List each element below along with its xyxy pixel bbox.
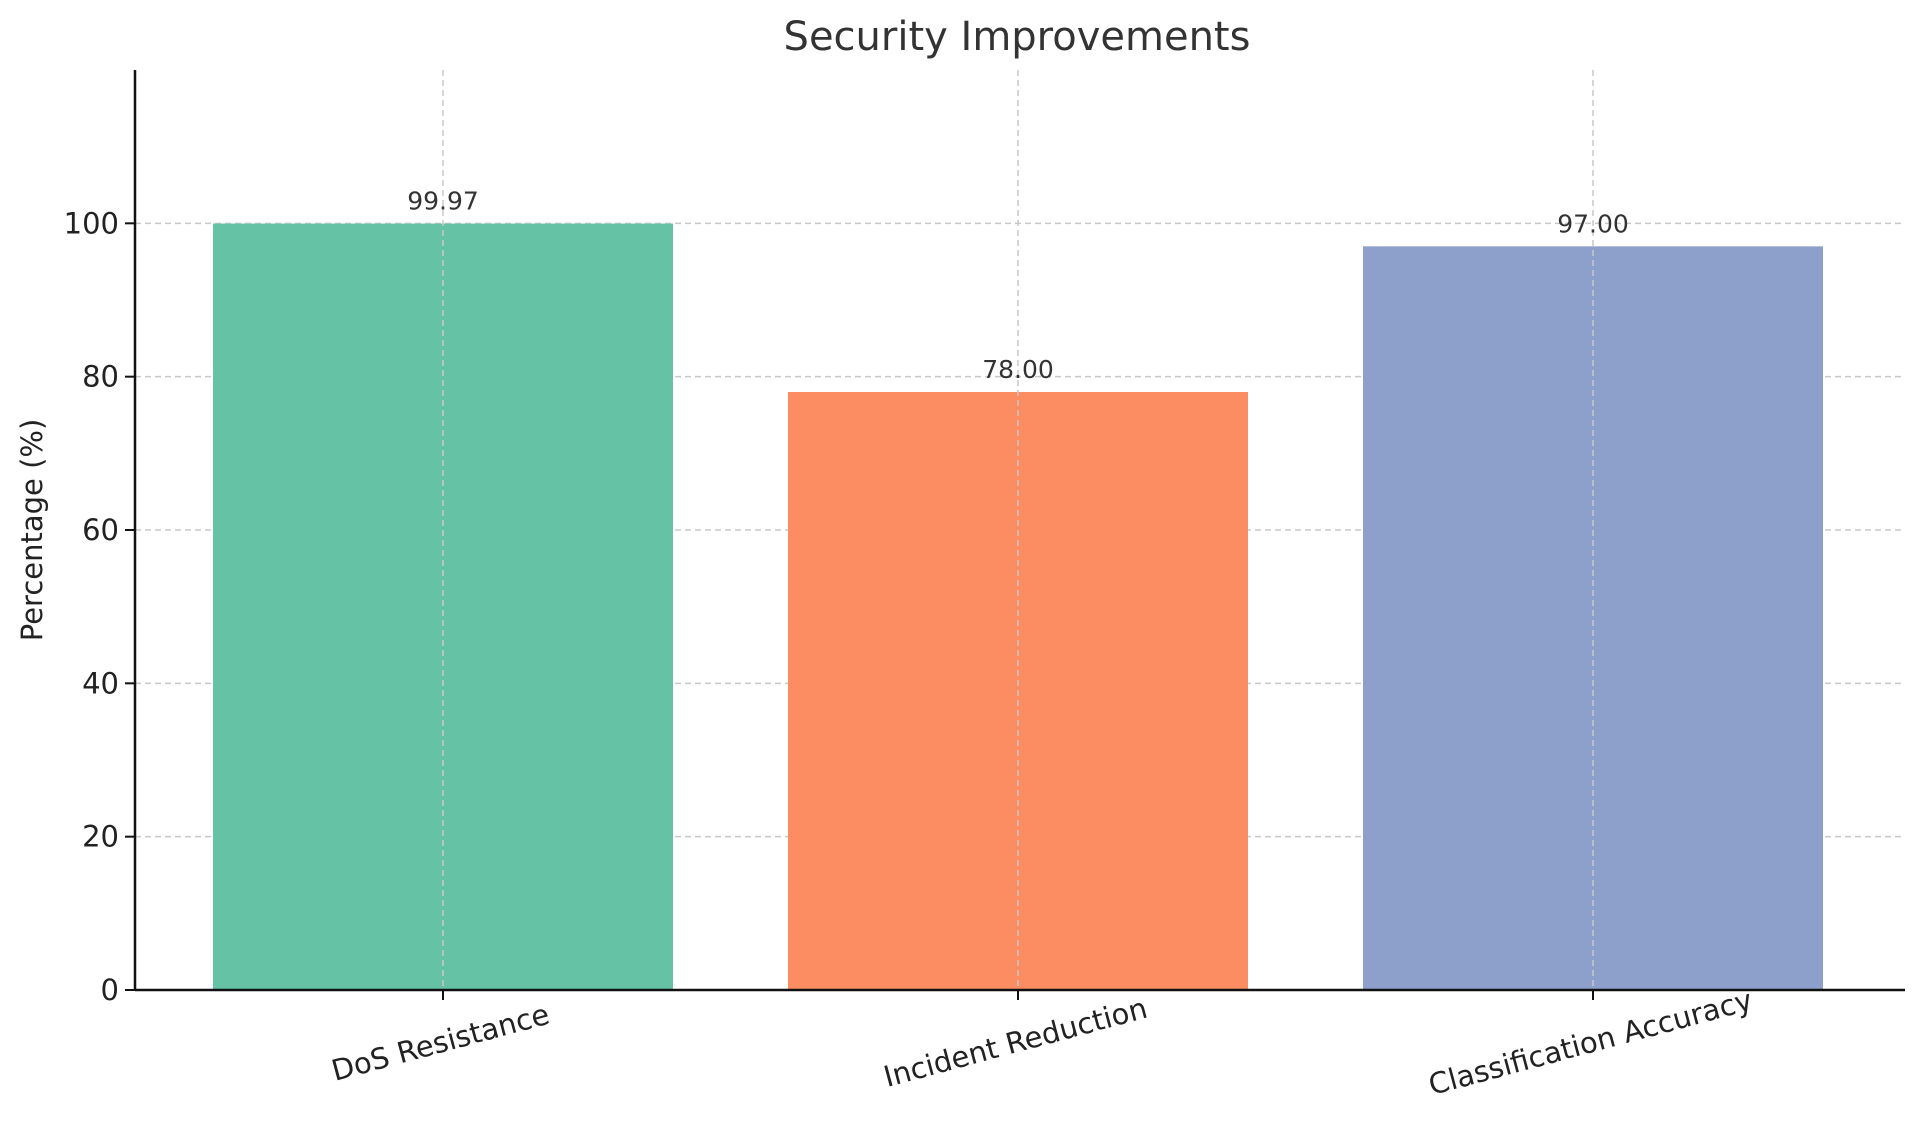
y-tick-label-2: 40 — [82, 666, 119, 700]
x-tick-label-1: Incident Reduction — [880, 991, 1151, 1094]
chart-title: Security Improvements — [784, 14, 1251, 60]
y-axis-label: Percentage (%) — [15, 419, 49, 642]
bar-2 — [1363, 246, 1823, 991]
y-tick-label-1: 20 — [82, 820, 119, 854]
bars — [213, 223, 1823, 991]
y-tick-label-0: 0 — [101, 973, 119, 1007]
y-tick-label-3: 60 — [82, 513, 119, 547]
value-label-2: 97.00 — [1557, 209, 1629, 238]
x-tick-label-2: Classification Accuracy — [1425, 983, 1756, 1102]
x-tick-label-0: DoS Resistance — [328, 997, 553, 1088]
axes — [125, 70, 1905, 1000]
y-tick-label-5: 100 — [64, 206, 119, 240]
vertical-grid — [442, 70, 1594, 990]
y-tick-label-4: 80 — [82, 360, 119, 394]
value-label-1: 78.00 — [982, 355, 1054, 384]
value-label-0: 99.97 — [407, 187, 479, 216]
